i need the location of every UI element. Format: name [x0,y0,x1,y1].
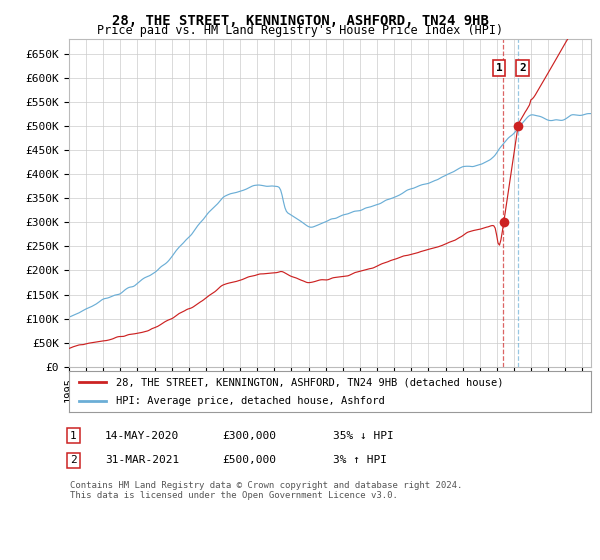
Text: HPI: Average price, detached house, Ashford: HPI: Average price, detached house, Ashf… [116,396,385,405]
Text: 28, THE STREET, KENNINGTON, ASHFORD, TN24 9HB: 28, THE STREET, KENNINGTON, ASHFORD, TN2… [112,14,488,28]
Text: 1: 1 [70,431,77,441]
Text: 1: 1 [496,63,502,73]
Text: 3% ↑ HPI: 3% ↑ HPI [333,455,387,465]
Text: 2: 2 [519,63,526,73]
Text: 14-MAY-2020: 14-MAY-2020 [105,431,179,441]
Text: £300,000: £300,000 [222,431,276,441]
Text: Contains HM Land Registry data © Crown copyright and database right 2024.: Contains HM Land Registry data © Crown c… [70,481,463,491]
Text: Price paid vs. HM Land Registry's House Price Index (HPI): Price paid vs. HM Land Registry's House … [97,24,503,37]
Text: 28, THE STREET, KENNINGTON, ASHFORD, TN24 9HB (detached house): 28, THE STREET, KENNINGTON, ASHFORD, TN2… [116,377,503,387]
Text: 35% ↓ HPI: 35% ↓ HPI [333,431,394,441]
Text: 2: 2 [70,455,77,465]
Text: This data is licensed under the Open Government Licence v3.0.: This data is licensed under the Open Gov… [70,492,398,501]
Text: £500,000: £500,000 [222,455,276,465]
Text: 31-MAR-2021: 31-MAR-2021 [105,455,179,465]
